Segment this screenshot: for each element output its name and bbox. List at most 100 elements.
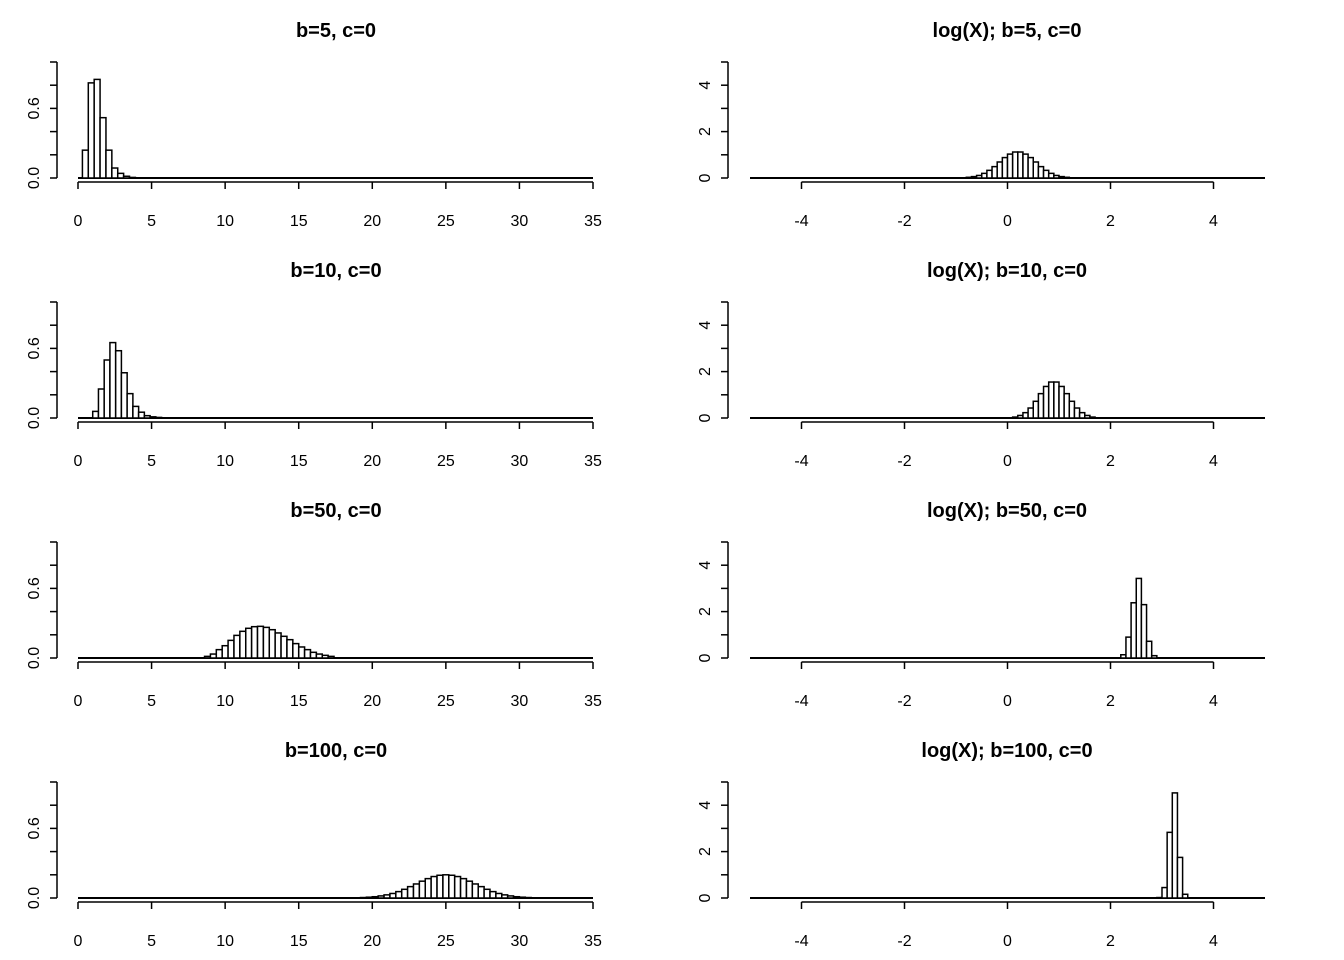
histogram-bar xyxy=(477,885,485,899)
x-tick-label: 4 xyxy=(1209,933,1218,950)
y-tick-label: 2 xyxy=(697,847,714,856)
histogram-bar xyxy=(442,874,450,899)
y-tick-label: 0 xyxy=(697,413,714,422)
histogram-bar xyxy=(512,895,521,899)
histogram-bar xyxy=(406,885,415,899)
histogram-bar xyxy=(1125,636,1132,659)
histogram-bar xyxy=(250,625,259,659)
histogram-bar xyxy=(227,639,235,659)
x-tick-label: 0 xyxy=(74,693,83,710)
x-tick-label: 30 xyxy=(511,213,529,230)
histogram-bar xyxy=(436,874,444,899)
y-tick-label: 4 xyxy=(697,561,714,570)
x-tick-label: -4 xyxy=(794,693,808,710)
x-tick-label: 5 xyxy=(147,933,156,950)
y-tick-label: 4 xyxy=(697,81,714,90)
histogram-panel: log(X); b=10, c=0 -4 -2 0 2 4 0 2 4 xyxy=(697,260,1265,470)
x-tick-label: 0 xyxy=(1003,693,1012,710)
histogram-bar xyxy=(262,626,271,659)
histogram-bar xyxy=(1089,416,1096,419)
x-tick-label: 15 xyxy=(290,933,308,950)
x-tick-label: 30 xyxy=(511,933,529,950)
histogram-bar xyxy=(81,149,90,179)
histogram-bar xyxy=(1161,886,1168,899)
panel-title: b=10, c=0 xyxy=(290,260,381,282)
histogram-bar xyxy=(209,653,218,659)
x-tick-label: -2 xyxy=(897,693,911,710)
x-tick-label: 4 xyxy=(1209,693,1218,710)
histogram-bar xyxy=(383,894,391,899)
histogram-bar xyxy=(1017,151,1024,179)
histogram-bar xyxy=(430,875,438,899)
histogram-panel: log(X); b=100, c=0 -4 -2 0 2 4 0 2 4 xyxy=(697,740,1265,950)
histogram-bar xyxy=(327,655,335,659)
histogram-bar xyxy=(365,896,374,899)
histogram-bar xyxy=(286,638,294,659)
histogram-bar xyxy=(1001,156,1009,179)
histogram-bar xyxy=(122,175,131,179)
histogram-bar xyxy=(1022,153,1029,179)
histogram-bar xyxy=(965,176,973,179)
histogram-bar xyxy=(1068,400,1076,419)
histogram-bar xyxy=(412,883,421,899)
x-tick-label: -4 xyxy=(794,453,808,470)
x-tick-label: -4 xyxy=(794,213,808,230)
y-tick-label: 0.0 xyxy=(26,647,43,669)
histogram-bar xyxy=(155,416,163,419)
histogram-bar xyxy=(1140,603,1148,659)
x-tick-label: 20 xyxy=(363,453,381,470)
histogram-bar xyxy=(1047,381,1055,419)
x-tick-label: 30 xyxy=(511,693,529,710)
x-tick-label: 10 xyxy=(216,213,234,230)
histogram-bar xyxy=(501,894,509,899)
histogram-bar xyxy=(395,890,403,899)
histogram-panel: b=100, c=0 0 5 10 15 20 25 30 35 0.0 0.6 xyxy=(26,740,602,950)
histogram-bar xyxy=(975,174,983,179)
histogram-bar xyxy=(1120,654,1127,659)
x-tick-label: 4 xyxy=(1209,213,1218,230)
histogram-bar xyxy=(1053,174,1060,179)
x-tick-label: 15 xyxy=(290,453,308,470)
histogram-bar xyxy=(1032,400,1040,419)
x-tick-label: 5 xyxy=(147,213,156,230)
histogram-bar xyxy=(280,635,288,659)
panel-title: log(X); b=100, c=0 xyxy=(921,740,1092,762)
y-tick-label: 0.0 xyxy=(26,167,43,189)
y-tick-label: 0.6 xyxy=(26,817,43,839)
histogram-bar xyxy=(506,895,515,899)
histogram-bar xyxy=(1011,416,1019,419)
x-tick-label: 25 xyxy=(437,933,455,950)
x-tick-label: 2 xyxy=(1106,453,1115,470)
x-tick-label: 25 xyxy=(437,453,455,470)
histogram-bar xyxy=(303,648,312,659)
histogram-bar xyxy=(93,78,101,179)
x-tick-label: 0 xyxy=(74,453,83,470)
histogram-bar xyxy=(274,632,282,659)
x-tick-label: 35 xyxy=(584,453,602,470)
histogram-bar xyxy=(1027,407,1034,419)
histogram-bar xyxy=(292,642,300,659)
panel-title: log(X); b=50, c=0 xyxy=(927,500,1087,522)
x-tick-label: -2 xyxy=(897,213,911,230)
histogram-bar xyxy=(103,359,111,419)
histogram-bar xyxy=(1037,392,1045,419)
histogram-bar xyxy=(448,874,456,899)
x-tick-label: 10 xyxy=(216,933,234,950)
histogram-bar xyxy=(126,392,134,419)
y-tick-label: 2 xyxy=(697,127,714,136)
histogram-bar xyxy=(400,888,409,899)
x-tick-label: 0 xyxy=(1003,453,1012,470)
histogram-bar xyxy=(1063,176,1071,179)
histogram-bar xyxy=(1017,414,1024,419)
histogram-bar xyxy=(87,82,95,179)
y-tick-label: 0 xyxy=(697,653,714,662)
histogram-bar xyxy=(149,416,157,419)
panel-title: b=50, c=0 xyxy=(290,500,381,522)
x-tick-label: -2 xyxy=(897,453,911,470)
x-tick-label: 25 xyxy=(437,693,455,710)
histogram-bar xyxy=(91,410,100,419)
histogram-bar xyxy=(321,654,329,659)
y-tick-label: 0.6 xyxy=(26,97,43,119)
histogram-bar xyxy=(518,896,527,899)
